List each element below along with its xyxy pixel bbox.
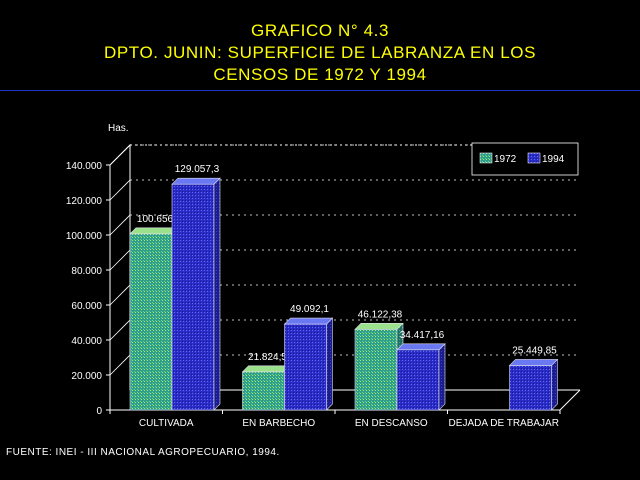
y-tick-label: 60.000 [71,301,102,312]
y-tick-label: 140.000 [66,161,103,172]
bar-side [438,343,446,411]
y-tick-label: 80.000 [71,266,102,277]
x-tick-label: EN BARBECHO [242,418,315,429]
gridline-side [109,249,131,271]
data-label: 100.656 [137,214,174,225]
chart-title-line2: DPTO. JUNIN: SUPERFICIE DE LABRANZA EN L… [103,43,537,62]
gridline-side [109,179,131,201]
bar-top [354,322,404,330]
gridline-side [109,319,131,341]
bar-1972-2 [354,322,404,411]
bar-top [171,177,221,185]
gridline-side [109,354,131,376]
source-note: FUENTE: INEI - III NACIONAL AGROPECUARIO… [6,447,280,458]
data-label: 21.824,5 [248,352,287,363]
y-tick-label: 20.000 [71,371,102,382]
x-tick-label: CULTIVADA [139,418,194,429]
bar-front [171,183,215,411]
bar-top [508,359,559,366]
x-tick-label: EN DESCANSO [355,418,428,429]
y-tick-label: 0 [96,406,102,417]
bar-front [242,371,285,411]
bar-1994-2 [396,343,446,411]
bar-1994-0 [171,177,221,411]
gridline-side [109,144,131,166]
gridline-side [109,284,131,306]
bar-side [551,358,558,411]
y-tick-label: 40.000 [71,336,102,347]
bar-chart: 0 20.000 40.000 60.000 80.000 100.000 120.000 1… [66,123,581,429]
bar-top [283,317,334,325]
bar-front [354,328,398,411]
bar-front [509,365,552,411]
bar-1972-0 [129,227,179,411]
data-label: 25.449,85 [512,345,557,356]
x-tick-label: DEJADA DE TRABAJAR [449,418,559,429]
y-axis-label: Has. [108,123,129,134]
data-label: 129.057,3 [175,164,220,175]
legend-label-1972: 1972 [494,154,517,165]
bar-top [241,365,292,373]
legend-swatch-1994 [527,152,541,164]
bar-top [396,343,446,351]
bar-1972-1 [241,365,292,411]
legend-label-1994: 1994 [542,154,565,165]
y-tick-label: 120.000 [66,196,103,207]
bar-side [213,177,221,411]
chart-title-line3: CENSOS DE 1972 Y 1994 [213,65,427,84]
data-label: 49.092,1 [290,304,329,315]
left-wall-outline [109,143,131,410]
bar-front [284,323,327,411]
data-label: 46.122,38 [358,309,403,320]
legend-swatch-1972 [479,152,493,164]
bar-1994-1 [283,317,334,411]
gridline-side [109,214,131,236]
y-tick-label: 100.000 [66,231,103,242]
bar-front [129,233,173,411]
bar-front [396,349,440,411]
chart-title-line1: GRAFICO N° 4.3 [251,21,389,40]
title-divider [0,90,640,91]
bar-side [326,317,333,411]
bar-1994-3 [508,358,559,411]
data-label: 34.417,16 [400,330,445,341]
bar-top [129,227,179,235]
